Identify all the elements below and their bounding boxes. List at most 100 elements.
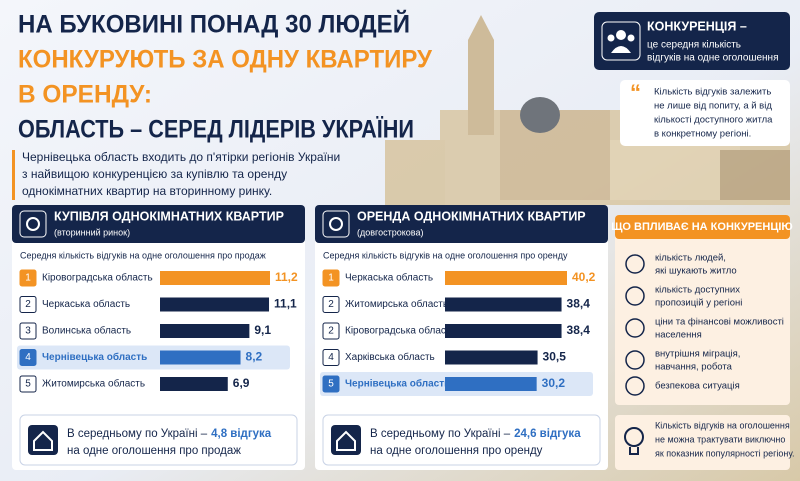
intro-line: однокімнатних квартир на вторинному ринк… bbox=[22, 184, 272, 198]
rank-box bbox=[19, 349, 37, 366]
average-value: 4,8 відгука bbox=[211, 428, 272, 440]
factor-line: навчання, робота bbox=[655, 362, 733, 373]
factor-line: кількість доступних bbox=[655, 285, 740, 296]
panel-subtitle: (вторинний ринок) bbox=[54, 227, 130, 237]
category-label: Чернівецька область bbox=[42, 351, 147, 363]
definition-line: це середня кількість bbox=[647, 40, 741, 51]
category-label: Чернівецька область bbox=[345, 378, 450, 390]
value-label: 8,2 bbox=[246, 350, 263, 364]
title-line: НА БУКОВИНІ ПОНАД 30 ЛЮДЕЙ bbox=[18, 9, 410, 39]
panel-icon bbox=[26, 217, 40, 231]
chart-caption: Середня кількість відгуків на одне оголо… bbox=[20, 250, 266, 260]
note-line: Кількість відгуків на оголошення bbox=[655, 420, 790, 430]
rank: 5 bbox=[328, 379, 334, 390]
value-label: 11,1 bbox=[274, 297, 297, 311]
category-label: Волинська область bbox=[42, 325, 131, 337]
intro: Чернівецька область входить до п'ятірки … bbox=[22, 150, 340, 198]
bar bbox=[160, 350, 241, 365]
quote-line: не лише від попиту, а й від bbox=[654, 101, 772, 112]
bulb-icon bbox=[624, 427, 644, 455]
value-label: 30,2 bbox=[542, 376, 566, 390]
rank-box bbox=[322, 322, 340, 340]
category-label: Черкаська область bbox=[345, 272, 433, 284]
factor-line: пропозицій у регіоні bbox=[655, 298, 742, 309]
average-icon bbox=[28, 425, 58, 455]
title-line: КОНКУРУЮТЬ ЗА ОДНУ КВАРТИРУ bbox=[18, 46, 432, 74]
quote-box bbox=[620, 80, 790, 146]
average-box bbox=[19, 414, 298, 466]
panel-title: КУПІВЛЯ ОДНОКІМНАТНИХ КВАРТИР bbox=[54, 209, 284, 223]
bar bbox=[445, 297, 562, 312]
category-label: Черкаська область bbox=[42, 298, 130, 310]
rank: 2 bbox=[328, 326, 334, 337]
value-label: 11,2 bbox=[275, 270, 298, 284]
bar bbox=[445, 350, 538, 365]
bar bbox=[160, 297, 270, 312]
factor-line: кількість людей, bbox=[655, 253, 726, 264]
category-label: Харківська область bbox=[345, 351, 435, 363]
quote-mark: “ bbox=[630, 80, 641, 105]
average-icon bbox=[336, 430, 356, 451]
note-line: не можна трактувати виключно bbox=[655, 434, 785, 444]
bar bbox=[445, 271, 567, 285]
average-prefix: В середньому по Україні – bbox=[370, 428, 511, 440]
rank: 5 bbox=[25, 379, 31, 390]
average-line: В середньому по Україні –24,6 відгука bbox=[370, 428, 581, 440]
value-label: 30,5 bbox=[543, 350, 567, 364]
people-icon bbox=[601, 21, 641, 61]
average-value: 24,6 відгука bbox=[514, 428, 581, 440]
panels: КУПІВЛЯ ОДНОКІМНАТНИХ КВАРТИР (вторинний … bbox=[12, 205, 608, 470]
factors: кількість людей, які шукають житло кількіс… bbox=[625, 253, 784, 396]
rank-box bbox=[322, 375, 340, 393]
intro-line: з найвищою конкуренцією за купівлю та ор… bbox=[22, 167, 287, 181]
title: НА БУКОВИНІ ПОНАД 30 ЛЮДЕЙ КОНКУРУЮТЬ ЗА… bbox=[18, 9, 432, 144]
panel-title: ОРЕНДА ОДНОКІМНАТНИХ КВАРТИР bbox=[357, 209, 586, 223]
value-label: 38,4 bbox=[567, 323, 591, 337]
average-box bbox=[322, 414, 601, 466]
average-icon bbox=[33, 430, 53, 451]
rank-box bbox=[19, 269, 37, 287]
rank: 1 bbox=[25, 273, 31, 284]
definition-term: КОНКУРЕНЦІЯ – bbox=[647, 19, 747, 33]
average-prefix: В середньому по Україні – bbox=[67, 428, 208, 440]
rank-box bbox=[19, 322, 37, 340]
title-line: В ОРЕНДУ: bbox=[18, 81, 152, 109]
definition-box bbox=[594, 12, 790, 70]
bar bbox=[445, 324, 562, 338]
value-label: 9,1 bbox=[254, 323, 271, 337]
rank-box bbox=[19, 375, 37, 393]
factor-icon bbox=[625, 254, 645, 274]
note-box bbox=[615, 415, 790, 470]
intro-bar bbox=[12, 150, 15, 200]
quote-line: Кількість відгуків залежить bbox=[654, 87, 771, 98]
average-line: на одне оголошення про оренду bbox=[370, 445, 543, 457]
factor-line: внутрішня міграція, bbox=[655, 349, 740, 360]
panel-subtitle: (довгострокова) bbox=[357, 227, 424, 237]
chart-caption: Середня кількість відгуків на одне оголо… bbox=[323, 250, 568, 260]
factor-icon bbox=[625, 350, 645, 370]
quote-line: кількості доступного житла bbox=[654, 115, 773, 126]
panel-icon bbox=[329, 217, 343, 231]
value-label: 38,4 bbox=[567, 297, 591, 311]
category-label: Житомирська область bbox=[345, 298, 448, 310]
rank: 2 bbox=[328, 299, 334, 310]
average-line: В середньому по Україні –4,8 відгука bbox=[67, 428, 272, 440]
panel-icon bbox=[19, 210, 47, 238]
bar bbox=[160, 324, 250, 338]
note-line: як показник популярності регіону. bbox=[655, 448, 794, 458]
bar bbox=[160, 377, 228, 391]
bar bbox=[445, 377, 537, 391]
value-label: 6,9 bbox=[233, 376, 250, 390]
category-label: Кіровоградська область bbox=[42, 272, 153, 284]
rank: 1 bbox=[328, 273, 334, 284]
panel-header bbox=[315, 205, 608, 243]
factor-line: населення bbox=[655, 330, 702, 341]
rank-box bbox=[322, 296, 340, 313]
average-icon bbox=[331, 425, 361, 455]
rank-box bbox=[322, 269, 340, 287]
definition-line: відгуків на одне оголошення bbox=[647, 53, 779, 64]
value-label: 40,2 bbox=[572, 270, 596, 284]
factor-icon bbox=[625, 286, 645, 306]
